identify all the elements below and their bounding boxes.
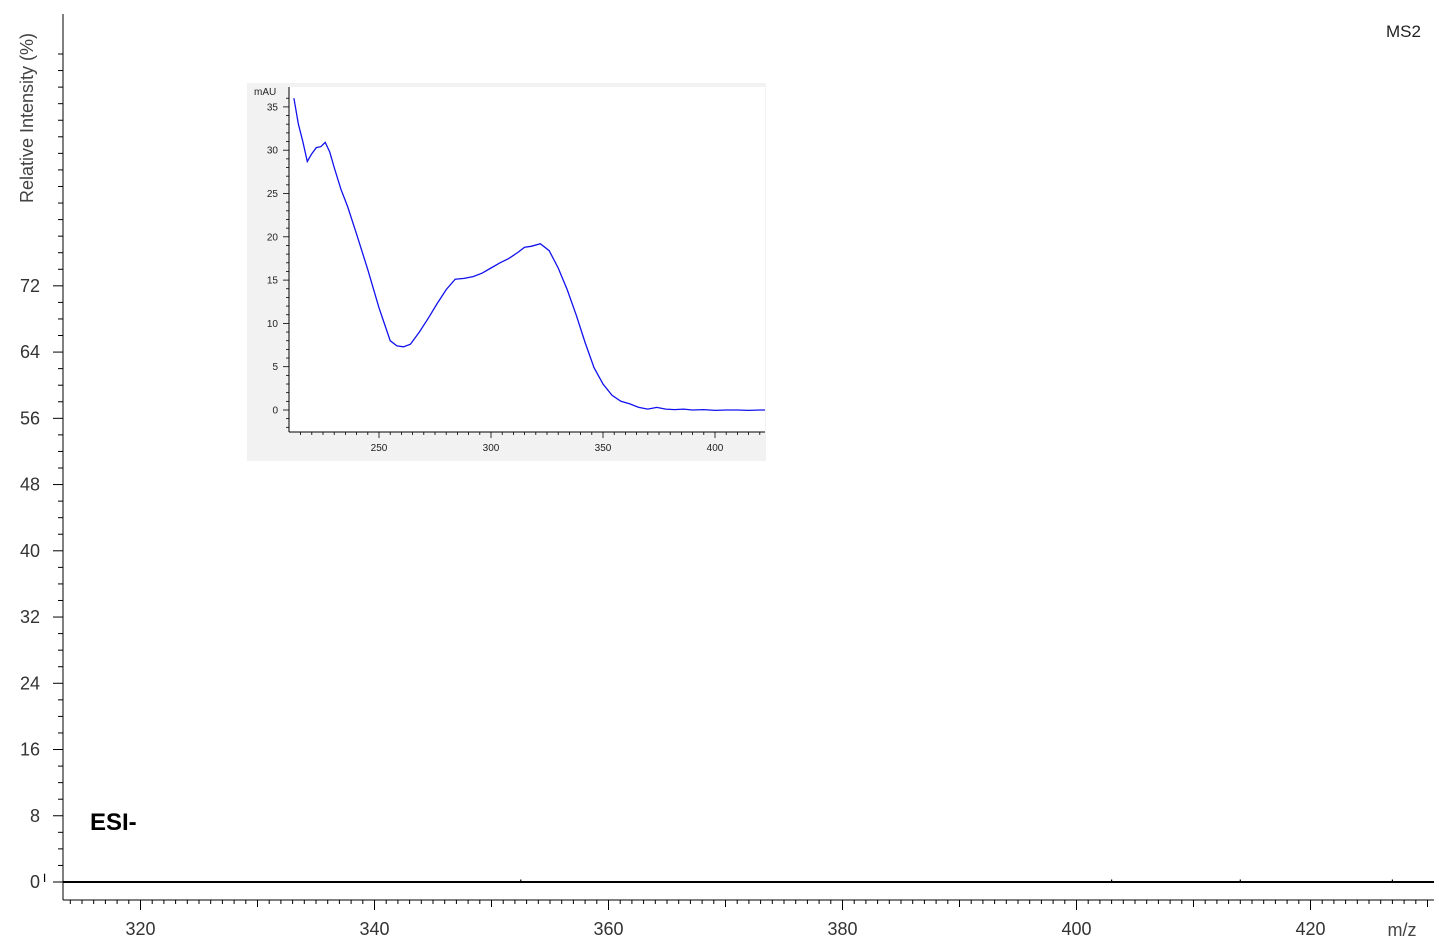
y-tick-label: 16 (20, 740, 40, 760)
inset-tick-labels: 250 300 350 400 0 5 10 15 20 25 30 35 (267, 102, 724, 454)
main-tick-labels: 3203403603804004204404604805005200816243… (20, 276, 1326, 939)
inset-y-unit: mAU (254, 87, 276, 98)
inset-axis-ticks (283, 97, 761, 438)
inset-x-tick-label: 300 (483, 443, 500, 454)
y-axis-title: Relative Intensity (%) (17, 33, 37, 203)
x-axis-title: m/z (1388, 920, 1417, 940)
x-tick-label: 360 (593, 919, 623, 939)
inset-plot-area (289, 87, 765, 432)
inset-y-tick-label: 20 (267, 232, 279, 243)
inset-y-tick-label: 35 (267, 102, 279, 113)
inset-x-tick-label: 250 (371, 443, 388, 454)
main-axis-ticks (53, 53, 1428, 910)
x-tick-label: 420 (1295, 919, 1325, 939)
inset-y-tick-label: 30 (267, 146, 279, 157)
y-tick-label: 56 (20, 408, 40, 428)
inset-y-tick-label: 0 (272, 406, 278, 417)
inset-y-tick-label: 15 (267, 276, 279, 287)
ion-mode-label: ESI- (90, 809, 137, 836)
inset-y-tick-label: 25 (267, 189, 279, 200)
uv-spectrum-inset: 250 300 350 400 0 5 10 15 20 25 30 35 mAU (247, 83, 766, 461)
y-tick-label: 8 (30, 806, 40, 826)
y-tick-label: 48 (20, 475, 40, 495)
x-tick-label: 400 (1061, 919, 1091, 939)
x-tick-label: 340 (359, 919, 389, 939)
inset-y-tick-label: 5 (272, 362, 278, 373)
y-tick-label: 40 (20, 541, 40, 561)
x-tick-label: 380 (827, 919, 857, 939)
y-tick-label: 64 (20, 342, 40, 362)
spectrum-peaks (43, 873, 1394, 882)
inset-x-tick-label: 350 (595, 443, 612, 454)
scan-type-label: MS2 (1386, 22, 1421, 41)
y-tick-label: 0 (30, 872, 40, 892)
inset-x-tick-label: 400 (707, 443, 724, 454)
y-tick-label: 72 (20, 276, 40, 296)
inset-y-tick-label: 10 (267, 319, 279, 330)
uv-absorbance-line (293, 98, 765, 412)
y-tick-label: 32 (20, 607, 40, 627)
x-tick-label: 320 (125, 919, 155, 939)
y-tick-label: 24 (20, 673, 40, 693)
